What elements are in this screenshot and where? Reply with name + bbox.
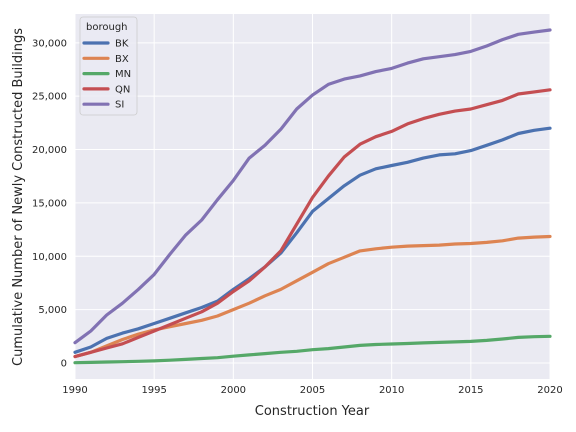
x-axis-label: Construction Year (255, 404, 370, 419)
legend-label-bx: BX (115, 54, 129, 65)
series-line-qn (73, 88, 552, 359)
x-tick-label: 1990 (62, 385, 87, 396)
y-tick-label: 25,000 (32, 92, 67, 103)
y-tick-label: 10,000 (32, 252, 67, 263)
y-tick-label: 15,000 (32, 198, 67, 209)
y-tick-labels: 0 5,000 10,000 15,000 20,000 25,000 30,000 (32, 38, 67, 369)
x-gridlines (74, 14, 551, 379)
x-tick-label: 1995 (141, 385, 166, 396)
series-lines (73, 28, 552, 365)
y-axis-label: Cumulative Number of Newly Constructed B… (11, 28, 26, 366)
y-tick-label: 5,000 (38, 305, 67, 316)
series-line-mn (73, 334, 552, 365)
x-tick-label: 2010 (379, 385, 404, 396)
legend: borough BK BX MN QN SI (79, 16, 138, 116)
x-tick-label: 2020 (537, 385, 562, 396)
x-tick-label: 2005 (300, 385, 325, 396)
x-tick-labels: 1990 1995 2000 2005 2010 2015 2020 (62, 385, 562, 396)
legend-title: borough (86, 22, 128, 33)
y-tick-label: 0 (61, 358, 67, 369)
legend-label-bk: BK (115, 39, 129, 50)
x-tick-label: 2015 (458, 385, 483, 396)
legend-entries: BK BX MN QN SI (82, 39, 131, 111)
series-line-si (73, 28, 552, 345)
legend-label-qn: QN (115, 84, 130, 95)
legend-label-si: SI (115, 100, 124, 111)
x-tick-label: 2000 (221, 385, 246, 396)
y-tick-label: 20,000 (32, 145, 67, 156)
legend-label-mn: MN (115, 69, 131, 80)
series-line-bk (73, 126, 552, 354)
y-tick-label: 30,000 (32, 38, 67, 49)
